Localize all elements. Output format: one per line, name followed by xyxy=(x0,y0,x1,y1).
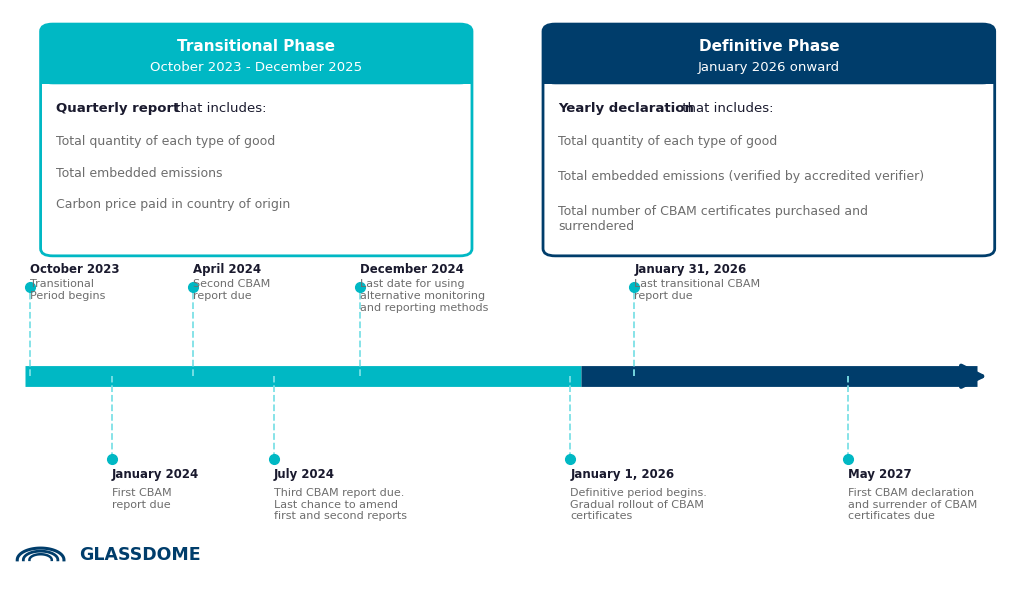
Text: GLASSDOME: GLASSDOME xyxy=(79,546,201,564)
Text: that includes:: that includes: xyxy=(171,102,266,116)
Text: Transitional
Period begins: Transitional Period begins xyxy=(31,279,105,301)
Text: Definitive period begins.
Gradual rollout of CBAM
certificates: Definitive period begins. Gradual rollou… xyxy=(570,488,708,521)
Text: Total quantity of each type of good: Total quantity of each type of good xyxy=(558,135,777,149)
Bar xyxy=(41,54,472,84)
Text: Total number of CBAM certificates purchased and
surrendered: Total number of CBAM certificates purcha… xyxy=(558,205,868,234)
Text: First CBAM
report due: First CBAM report due xyxy=(112,488,171,510)
Text: January 2026 onward: January 2026 onward xyxy=(697,61,840,74)
Text: January 1, 2026: January 1, 2026 xyxy=(570,468,675,482)
Text: Carbon price paid in country of origin: Carbon price paid in country of origin xyxy=(56,198,290,211)
Text: December 2024: December 2024 xyxy=(360,263,464,276)
FancyBboxPatch shape xyxy=(543,24,994,84)
Text: Second CBAM
report due: Second CBAM report due xyxy=(193,279,270,301)
FancyBboxPatch shape xyxy=(543,24,994,256)
Text: that includes:: that includes: xyxy=(678,102,773,116)
Text: October 2023 - December 2025: October 2023 - December 2025 xyxy=(151,61,362,74)
Text: Last date for using
alternative monitoring
and reporting methods: Last date for using alternative monitori… xyxy=(360,279,488,312)
Text: Transitional Phase: Transitional Phase xyxy=(177,40,335,54)
Text: Last transitional CBAM
report due: Last transitional CBAM report due xyxy=(635,279,761,301)
Text: Quarterly report: Quarterly report xyxy=(56,102,179,116)
Text: January 2024: January 2024 xyxy=(112,468,199,482)
Text: Yearly declaration: Yearly declaration xyxy=(558,102,694,116)
Text: January 31, 2026: January 31, 2026 xyxy=(635,263,746,276)
Text: First CBAM declaration
and surrender of CBAM
certificates due: First CBAM declaration and surrender of … xyxy=(848,488,977,521)
Text: Total embedded emissions: Total embedded emissions xyxy=(56,167,222,180)
FancyBboxPatch shape xyxy=(41,24,472,256)
Text: Total quantity of each type of good: Total quantity of each type of good xyxy=(56,135,275,149)
FancyBboxPatch shape xyxy=(41,24,472,84)
Text: Third CBAM report due.
Last chance to amend
first and second reports: Third CBAM report due. Last chance to am… xyxy=(274,488,408,521)
Text: Total embedded emissions (verified by accredited verifier): Total embedded emissions (verified by ac… xyxy=(558,170,925,184)
Text: May 2027: May 2027 xyxy=(848,468,911,482)
Text: July 2024: July 2024 xyxy=(274,468,335,482)
Text: October 2023: October 2023 xyxy=(31,263,120,276)
Bar xyxy=(543,54,994,84)
Text: April 2024: April 2024 xyxy=(193,263,261,276)
Text: Definitive Phase: Definitive Phase xyxy=(698,40,840,54)
